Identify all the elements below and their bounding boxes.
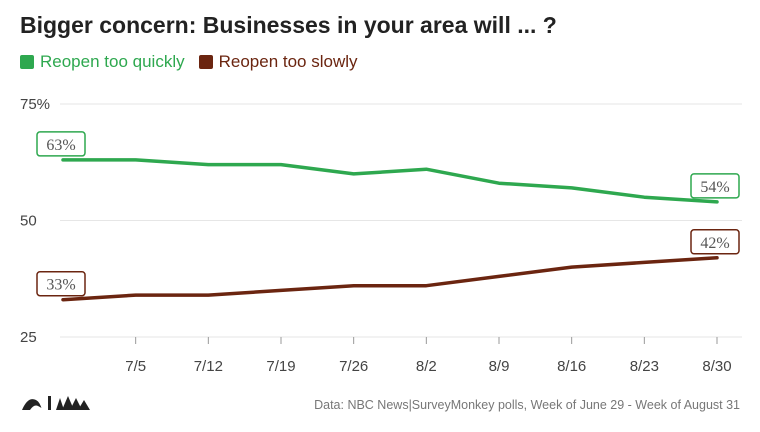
legend: Reopen too quickly Reopen too slowly	[20, 52, 358, 72]
annotation-box-1	[690, 173, 740, 199]
series-line-1	[61, 256, 719, 302]
peacock-logo-icon	[22, 396, 90, 410]
x-tick-label-2: 7/19	[266, 358, 295, 375]
y-tick-label-1: 50	[20, 213, 37, 230]
legend-swatch-quickly	[20, 55, 34, 69]
legend-label-slowly: Reopen too slowly	[218, 52, 358, 71]
x-tick-label-4: 8/2	[416, 358, 437, 375]
legend-swatch-slowly	[198, 55, 213, 69]
legend-item-slowly: Reopen too slowly	[198, 52, 358, 72]
legend-item-quickly: Reopen too quickly	[20, 52, 185, 72]
y-tick-label-2: 75%	[20, 96, 50, 113]
annotation-box-0	[36, 131, 86, 157]
x-tick-label-1: 7/12	[194, 358, 223, 375]
annotation-label-0: 63%	[46, 137, 75, 154]
x-tick-label-7: 8/23	[630, 358, 659, 375]
x-tick-label-6: 8/16	[557, 358, 586, 375]
annotation-label-1: 54%	[700, 179, 729, 196]
y-tick-label-0: 25	[20, 329, 37, 346]
annotation-label-2: 33%	[46, 277, 75, 294]
x-tick-label-3: 7/26	[339, 358, 368, 375]
annotation-box-3	[690, 229, 740, 255]
x-tick-label-5: 8/9	[489, 358, 510, 375]
legend-label-quickly: Reopen too quickly	[40, 52, 185, 71]
annotation-label-3: 42%	[700, 235, 729, 252]
x-tick-label-8: 8/30	[702, 358, 731, 375]
annotation-box-2	[36, 270, 86, 297]
x-tick-label-0: 7/5	[125, 358, 146, 375]
source-note: Data: NBC News|SurveyMonkey polls, Week …	[314, 398, 740, 412]
chart-title: Bigger concern: Businesses in your area …	[20, 12, 557, 38]
series-line-0	[61, 158, 719, 204]
